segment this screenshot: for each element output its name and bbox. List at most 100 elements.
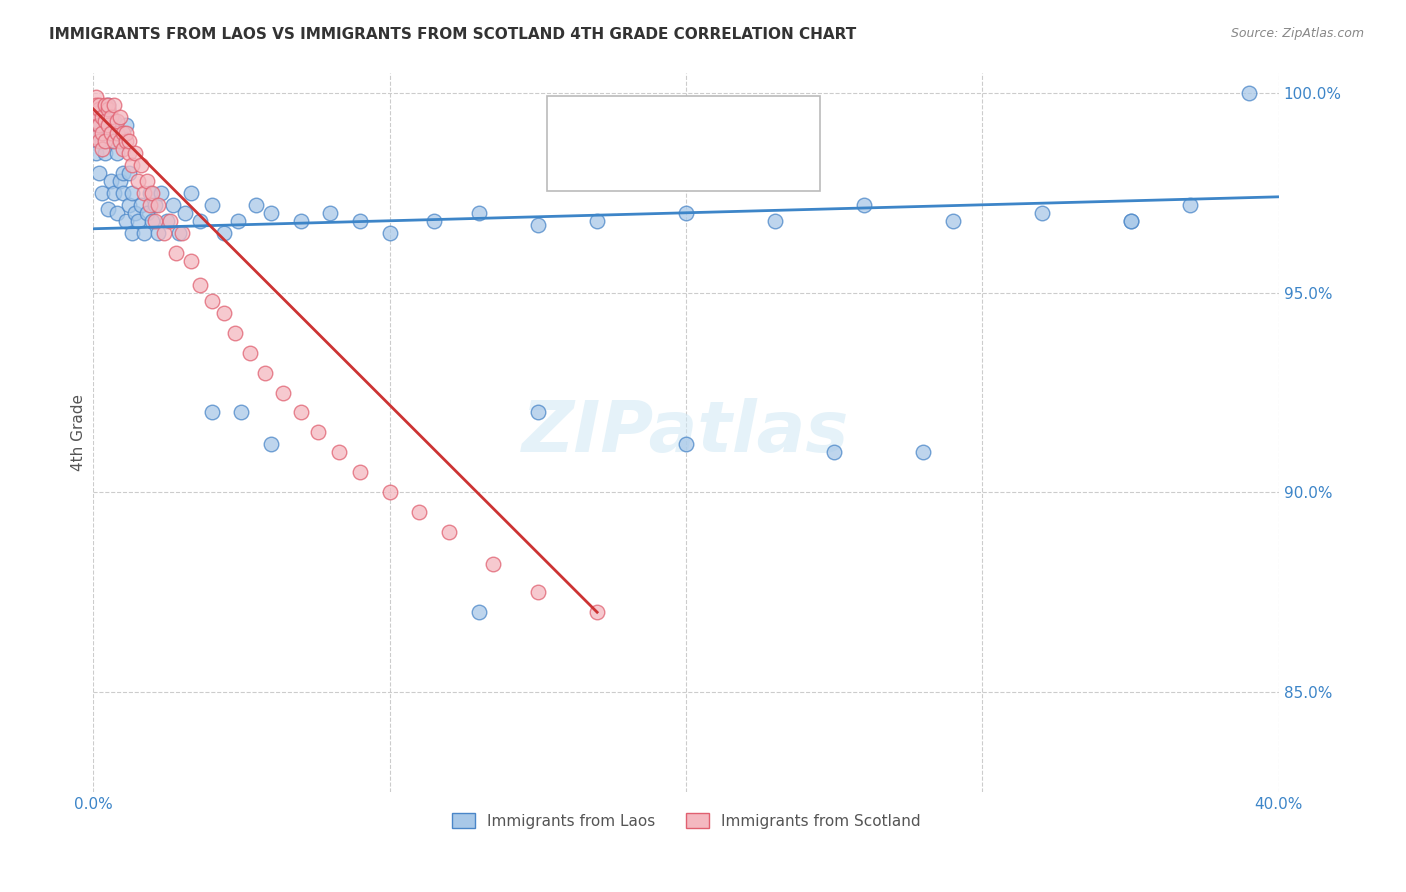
Point bbox=[105, 126, 128, 140]
Point bbox=[97, 98, 120, 112]
Point bbox=[763, 214, 786, 228]
Point bbox=[141, 186, 163, 200]
Point bbox=[114, 214, 136, 228]
Point bbox=[212, 226, 235, 240]
Point bbox=[180, 253, 202, 268]
Point bbox=[114, 134, 136, 148]
Point bbox=[349, 466, 371, 480]
Point bbox=[91, 110, 114, 124]
Point bbox=[172, 226, 194, 240]
Point bbox=[103, 98, 125, 112]
Point bbox=[188, 277, 211, 292]
Point bbox=[114, 126, 136, 140]
Point bbox=[91, 134, 114, 148]
Point bbox=[100, 174, 122, 188]
Point bbox=[823, 445, 845, 459]
Point bbox=[87, 118, 110, 132]
Point bbox=[482, 558, 505, 572]
Point bbox=[467, 605, 489, 619]
Point bbox=[586, 605, 609, 619]
Point bbox=[103, 114, 125, 128]
Point bbox=[97, 102, 120, 116]
Point bbox=[100, 134, 122, 148]
Point bbox=[129, 158, 152, 172]
Point bbox=[114, 118, 136, 132]
Point bbox=[94, 98, 117, 112]
Point bbox=[148, 226, 170, 240]
Text: IMMIGRANTS FROM LAOS VS IMMIGRANTS FROM SCOTLAND 4TH GRADE CORRELATION CHART: IMMIGRANTS FROM LAOS VS IMMIGRANTS FROM … bbox=[49, 27, 856, 42]
Point bbox=[159, 214, 181, 228]
Point bbox=[319, 206, 342, 220]
Point bbox=[586, 214, 609, 228]
Point bbox=[245, 198, 267, 212]
Point bbox=[1031, 206, 1053, 220]
Point bbox=[97, 98, 120, 112]
Point bbox=[132, 226, 155, 240]
Point bbox=[124, 145, 146, 160]
Point bbox=[127, 214, 149, 228]
Point bbox=[91, 186, 114, 200]
Point bbox=[378, 485, 401, 500]
Text: Source: ZipAtlas.com: Source: ZipAtlas.com bbox=[1230, 27, 1364, 40]
Point bbox=[91, 142, 114, 156]
Point bbox=[111, 126, 134, 140]
Point bbox=[1239, 86, 1261, 100]
Point bbox=[124, 206, 146, 220]
Point bbox=[1178, 198, 1201, 212]
Point bbox=[94, 145, 117, 160]
Point bbox=[97, 202, 120, 216]
Point bbox=[156, 214, 179, 228]
Point bbox=[423, 214, 446, 228]
Point bbox=[150, 186, 173, 200]
Point bbox=[212, 305, 235, 319]
Point bbox=[135, 174, 157, 188]
Point bbox=[84, 126, 107, 140]
Point bbox=[135, 206, 157, 220]
Point bbox=[100, 110, 122, 124]
Point bbox=[103, 186, 125, 200]
Point bbox=[100, 126, 122, 140]
Point bbox=[942, 214, 965, 228]
Point bbox=[121, 186, 143, 200]
Point bbox=[201, 405, 224, 419]
Point bbox=[84, 145, 107, 160]
Point bbox=[378, 226, 401, 240]
Point bbox=[141, 214, 163, 228]
Point bbox=[87, 166, 110, 180]
Point bbox=[239, 345, 262, 359]
Point bbox=[84, 129, 107, 144]
Point bbox=[174, 206, 197, 220]
Point bbox=[129, 198, 152, 212]
Point bbox=[105, 206, 128, 220]
Point bbox=[87, 134, 110, 148]
Y-axis label: 4th Grade: 4th Grade bbox=[72, 394, 86, 471]
Point bbox=[138, 198, 160, 212]
Point bbox=[145, 198, 167, 212]
Point bbox=[167, 226, 190, 240]
Point bbox=[87, 102, 110, 116]
Point bbox=[328, 445, 350, 459]
Point bbox=[527, 218, 550, 232]
Point bbox=[118, 198, 141, 212]
Point bbox=[408, 505, 430, 519]
Point bbox=[84, 98, 107, 112]
Point bbox=[527, 405, 550, 419]
Point bbox=[118, 145, 141, 160]
Point bbox=[224, 326, 246, 340]
Point bbox=[527, 585, 550, 599]
Point bbox=[84, 90, 107, 104]
Point bbox=[271, 385, 294, 400]
Point bbox=[145, 214, 167, 228]
Point bbox=[467, 206, 489, 220]
Point bbox=[308, 425, 330, 440]
Point bbox=[108, 134, 131, 148]
Point bbox=[260, 206, 283, 220]
Point bbox=[201, 198, 224, 212]
Point bbox=[105, 145, 128, 160]
Point bbox=[94, 134, 117, 148]
Point bbox=[349, 214, 371, 228]
Point bbox=[105, 114, 128, 128]
Text: ZIPatlas: ZIPatlas bbox=[523, 398, 849, 467]
Point bbox=[260, 437, 283, 451]
Point bbox=[1119, 214, 1142, 228]
